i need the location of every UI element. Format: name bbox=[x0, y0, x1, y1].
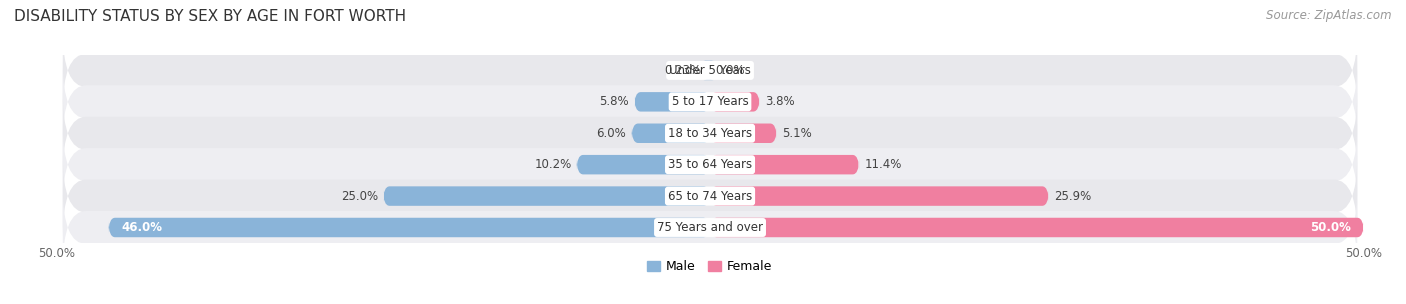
Text: 6.0%: 6.0% bbox=[596, 127, 626, 140]
FancyBboxPatch shape bbox=[576, 155, 710, 174]
FancyBboxPatch shape bbox=[710, 218, 1364, 237]
FancyBboxPatch shape bbox=[703, 61, 714, 80]
FancyBboxPatch shape bbox=[710, 155, 859, 174]
FancyBboxPatch shape bbox=[63, 30, 1357, 110]
FancyBboxPatch shape bbox=[63, 156, 1357, 236]
FancyBboxPatch shape bbox=[634, 92, 710, 112]
Text: 75 Years and over: 75 Years and over bbox=[657, 221, 763, 234]
FancyBboxPatch shape bbox=[382, 186, 710, 206]
Text: 50.0%: 50.0% bbox=[1310, 221, 1351, 234]
FancyBboxPatch shape bbox=[63, 125, 1357, 205]
Text: 5.1%: 5.1% bbox=[782, 127, 811, 140]
Text: 0.23%: 0.23% bbox=[665, 64, 702, 77]
Text: 11.4%: 11.4% bbox=[865, 158, 901, 171]
Text: 5.8%: 5.8% bbox=[599, 95, 628, 108]
Text: Under 5 Years: Under 5 Years bbox=[669, 64, 751, 77]
FancyBboxPatch shape bbox=[63, 188, 1357, 268]
Text: 25.9%: 25.9% bbox=[1054, 190, 1091, 202]
FancyBboxPatch shape bbox=[63, 62, 1357, 142]
FancyBboxPatch shape bbox=[710, 92, 759, 112]
Text: 5 to 17 Years: 5 to 17 Years bbox=[672, 95, 748, 108]
Text: 46.0%: 46.0% bbox=[122, 221, 163, 234]
FancyBboxPatch shape bbox=[108, 218, 710, 237]
FancyBboxPatch shape bbox=[63, 93, 1357, 173]
Text: Source: ZipAtlas.com: Source: ZipAtlas.com bbox=[1267, 9, 1392, 22]
Legend: Male, Female: Male, Female bbox=[643, 255, 778, 278]
FancyBboxPatch shape bbox=[631, 123, 710, 143]
Text: 25.0%: 25.0% bbox=[340, 190, 378, 202]
Text: 18 to 34 Years: 18 to 34 Years bbox=[668, 127, 752, 140]
Text: 10.2%: 10.2% bbox=[534, 158, 571, 171]
Text: 3.8%: 3.8% bbox=[765, 95, 794, 108]
Text: 35 to 64 Years: 35 to 64 Years bbox=[668, 158, 752, 171]
Text: 0.0%: 0.0% bbox=[716, 64, 745, 77]
Text: DISABILITY STATUS BY SEX BY AGE IN FORT WORTH: DISABILITY STATUS BY SEX BY AGE IN FORT … bbox=[14, 9, 406, 24]
Text: 65 to 74 Years: 65 to 74 Years bbox=[668, 190, 752, 202]
FancyBboxPatch shape bbox=[710, 186, 1049, 206]
FancyBboxPatch shape bbox=[710, 123, 776, 143]
